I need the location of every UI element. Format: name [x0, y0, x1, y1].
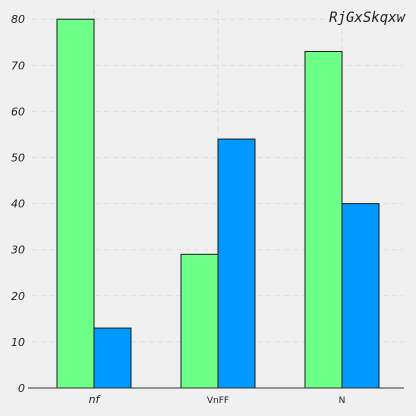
x-tick-label: N — [339, 396, 346, 406]
x-tick-label: nf — [89, 393, 102, 406]
y-tick-label: 0 — [18, 382, 25, 395]
y-tick-label: 50 — [11, 152, 25, 165]
y-tick-label: 20 — [11, 290, 25, 303]
y-tick-label: 10 — [11, 336, 25, 349]
bar — [93, 327, 132, 389]
chart-title: RjGxSkqxw — [329, 10, 405, 26]
x-tick-label: VnFF — [207, 396, 229, 406]
bar — [217, 138, 256, 389]
y-tick-label: 60 — [11, 105, 25, 118]
bar — [304, 50, 343, 389]
y-tick-label: 30 — [11, 244, 25, 257]
y-tick-label: 70 — [11, 59, 25, 72]
y-tick-label: 80 — [11, 13, 25, 26]
bar — [180, 253, 219, 389]
bar — [56, 18, 95, 389]
bar — [341, 203, 380, 389]
y-tick-label: 40 — [11, 198, 25, 211]
axes: 0 10 20 30 40 50 60 70 80 nf VnFF N — [11, 13, 404, 406]
